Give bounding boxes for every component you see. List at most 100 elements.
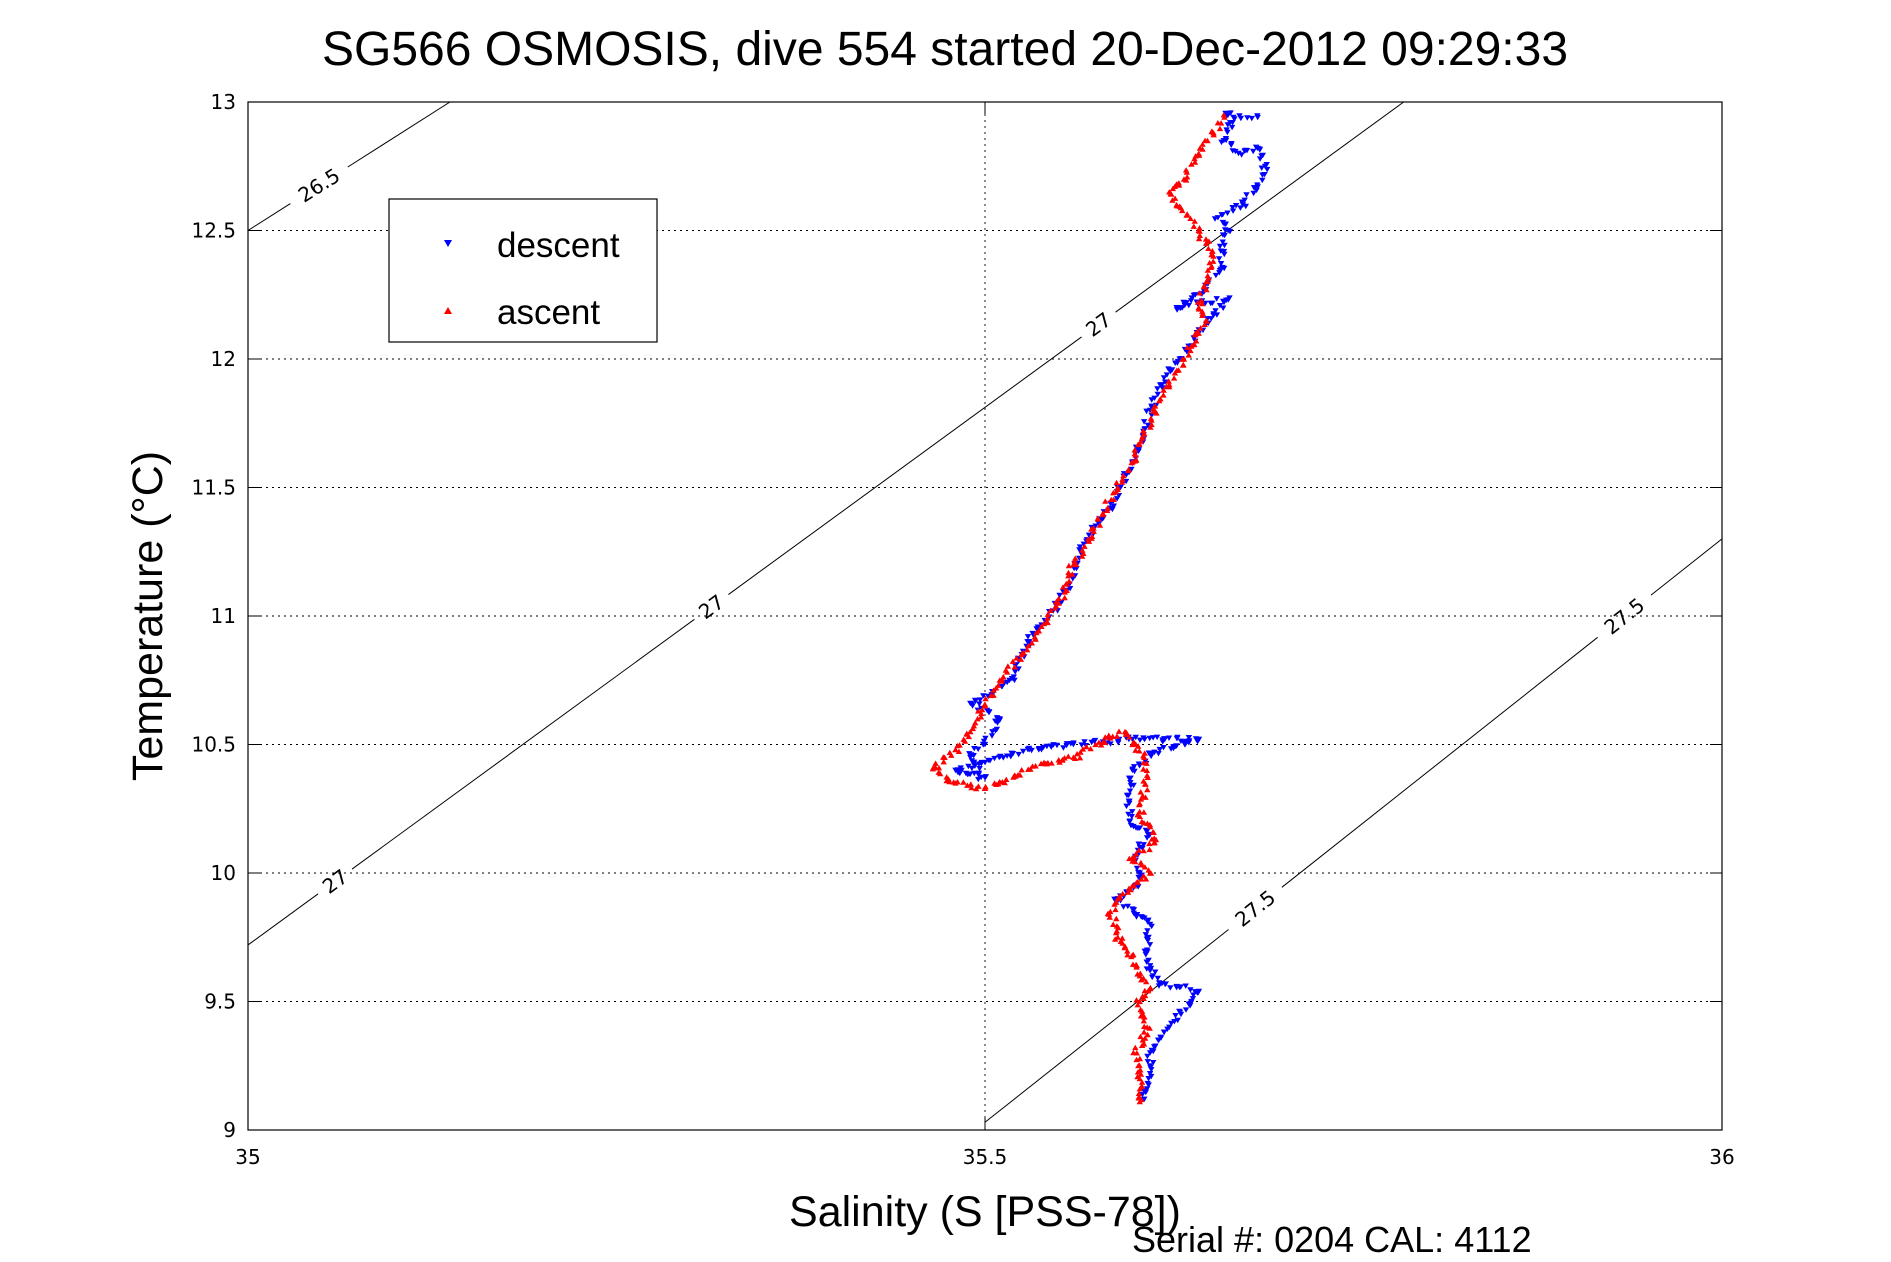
track-marker-ascent: [1179, 207, 1186, 214]
data-point-descent: [1210, 312, 1217, 319]
track-marker-descent: [976, 766, 983, 772]
track-marker-descent: [1180, 299, 1187, 306]
track-marker-descent: [1056, 592, 1063, 599]
data-point-ascent: [1070, 561, 1077, 568]
data-point-ascent: [1133, 1050, 1140, 1056]
track-marker-ascent: [1119, 890, 1126, 897]
data-point-ascent: [1195, 304, 1202, 311]
track-marker-descent: [1264, 166, 1271, 173]
track-marker-descent: [970, 753, 977, 759]
data-point-descent: [1117, 484, 1124, 491]
track-marker-descent: [1076, 544, 1084, 550]
track-marker-descent: [1168, 367, 1176, 373]
data-point-descent: [1143, 1086, 1151, 1092]
track-marker-descent: [1146, 942, 1154, 948]
track-marker-descent: [1081, 739, 1088, 745]
track-marker-ascent: [1140, 766, 1147, 772]
data-point-ascent: [1011, 772, 1018, 778]
y-tick-labels: 9 9.5 10 10.5 11 11.5 12 12.5 13: [191, 90, 236, 1142]
track-marker-ascent: [1136, 800, 1143, 806]
track-marker-descent: [1177, 738, 1185, 745]
track-marker-ascent: [1135, 1090, 1143, 1096]
track-marker-descent: [1216, 243, 1224, 250]
track-marker-ascent: [1138, 818, 1146, 825]
track-marker-descent: [956, 770, 963, 777]
track-marker-descent: [1088, 739, 1095, 746]
track-marker-descent: [1132, 734, 1139, 741]
track-marker-ascent: [1073, 751, 1081, 757]
data-point-ascent: [1136, 1075, 1143, 1082]
track-marker-ascent: [1113, 899, 1120, 905]
track-marker-ascent: [972, 719, 979, 726]
track-marker-descent: [1223, 127, 1230, 133]
data-point-ascent: [1139, 1037, 1146, 1043]
track-marker-ascent: [1024, 646, 1031, 653]
track-marker-descent: [1015, 751, 1022, 758]
data-point-ascent: [1129, 458, 1136, 465]
track-marker-descent: [1128, 466, 1135, 473]
data-point-descent: [967, 754, 974, 761]
track-marker-descent: [983, 707, 991, 714]
y-axis-label: Temperature (°C): [124, 451, 172, 781]
track-marker-descent: [1133, 912, 1141, 918]
data-point-ascent: [1062, 581, 1070, 587]
track-marker-ascent: [1149, 829, 1157, 835]
track-marker-descent: [1151, 395, 1158, 401]
track-marker-descent: [1259, 152, 1266, 159]
track-marker-descent: [1162, 981, 1169, 987]
serial-cal-footer: Serial #: 0204 CAL: 4112: [1132, 1219, 1532, 1260]
data-point-descent: [1011, 677, 1018, 684]
track-marker-descent: [1135, 761, 1142, 767]
track-marker-descent: [1146, 735, 1153, 742]
data-point-descent: [1026, 747, 1033, 753]
data-point-ascent: [1180, 176, 1188, 182]
track-marker-descent: [1160, 745, 1167, 751]
data-point-ascent: [1129, 883, 1136, 889]
track-marker-ascent: [1035, 628, 1043, 634]
track-marker-ascent: [1087, 745, 1094, 752]
track-marker-ascent: [1160, 392, 1167, 398]
data-point-descent: [1176, 356, 1183, 362]
track-marker-ascent: [1175, 367, 1182, 373]
track-marker-ascent: [1210, 258, 1217, 264]
legend-ascent-marker: [444, 307, 452, 314]
track-marker-descent: [1216, 303, 1224, 309]
track-marker-ascent: [1140, 1041, 1148, 1047]
track-marker-ascent: [1018, 767, 1025, 773]
track-marker-descent: [1150, 1060, 1157, 1066]
track-marker-ascent: [1119, 476, 1126, 482]
track-marker-ascent: [1180, 361, 1187, 368]
track-marker-ascent: [1165, 378, 1172, 384]
track-marker-descent: [1136, 737, 1144, 743]
track-marker-descent: [1157, 1034, 1164, 1040]
track-marker-ascent: [995, 682, 1002, 688]
track-marker-descent: [1176, 1008, 1183, 1015]
track-marker-ascent: [1137, 1067, 1144, 1073]
data-point-ascent: [1135, 1062, 1142, 1069]
data-point-descent: [1195, 736, 1202, 743]
track-marker-ascent: [1157, 396, 1164, 402]
track-marker-ascent: [1205, 245, 1212, 251]
track-marker-ascent: [1129, 858, 1136, 864]
track-marker-descent: [1168, 1020, 1175, 1027]
track-marker-descent: [1183, 738, 1190, 745]
track-marker-descent: [1129, 809, 1136, 815]
track-marker-descent: [1229, 148, 1236, 154]
track-marker-descent: [1035, 747, 1042, 753]
track-marker-descent: [976, 697, 984, 703]
track-marker-ascent: [1208, 263, 1215, 269]
track-marker-ascent: [1013, 655, 1020, 661]
data-point-ascent: [1055, 600, 1062, 606]
track-marker-descent: [1232, 203, 1240, 209]
track-marker-descent: [1243, 192, 1250, 198]
tick-marks: [247, 101, 1723, 1131]
data-point-ascent: [1166, 381, 1173, 388]
data-point-ascent: [1136, 998, 1143, 1005]
track-marker-descent: [1010, 674, 1017, 680]
track-marker-descent: [1123, 803, 1130, 810]
data-point-descent: [1176, 984, 1183, 991]
data-point-ascent: [1136, 1086, 1143, 1092]
track-marker-descent: [1142, 758, 1149, 765]
track-marker-descent: [1024, 634, 1032, 640]
data-point-descent: [1138, 914, 1145, 920]
